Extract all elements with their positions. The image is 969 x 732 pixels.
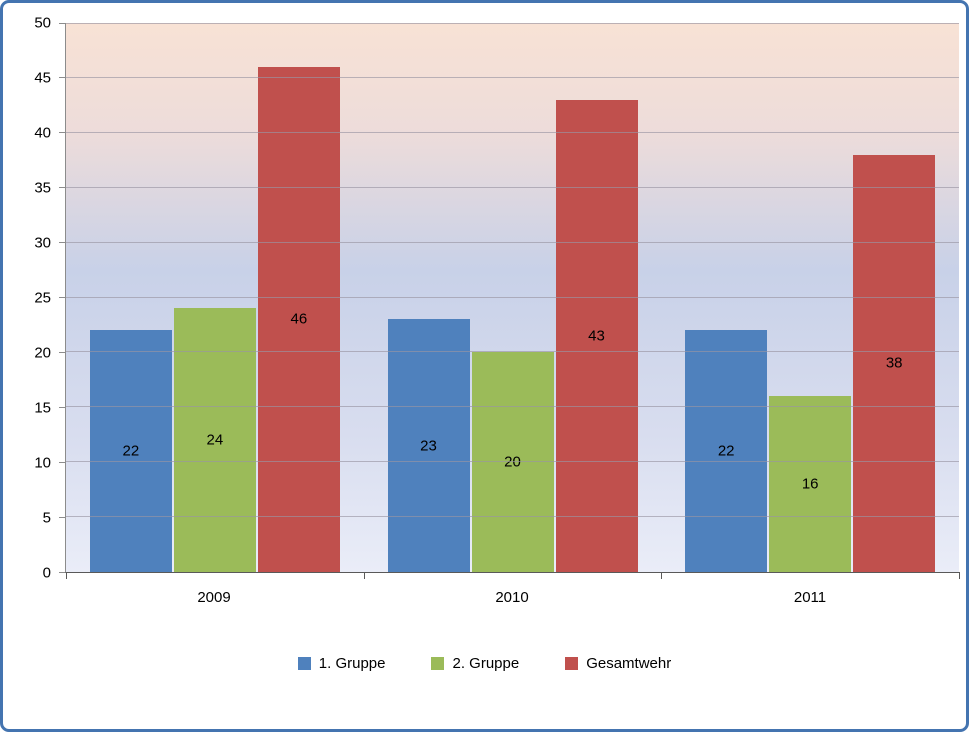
y-tick-mark (59, 132, 65, 133)
gridline (66, 23, 959, 24)
bar-data-label: 24 (206, 431, 224, 449)
legend-item-gesamtwehr: Gesamtwehr (565, 655, 671, 672)
gridline (66, 76, 959, 78)
bar-data-label: 16 (801, 475, 819, 493)
y-tick-label-45: 45 (34, 69, 51, 87)
y-tick-label-25: 25 (34, 289, 51, 307)
y-tick-mark (59, 352, 65, 353)
legend-label: 1. Gruppe (318, 655, 386, 672)
legend-label: Gesamtwehr (586, 655, 672, 672)
bar-data-label: 22 (122, 442, 140, 460)
bar-data-label: 43 (588, 327, 605, 345)
x-tick-mark (66, 572, 67, 579)
x-tick-mark (661, 572, 663, 579)
x-category-label-2010: 2010 (495, 589, 529, 606)
legend-swatch-icon (565, 657, 579, 670)
y-tick-mark (59, 77, 65, 78)
x-tick-mark (959, 572, 960, 579)
y-tick-mark (59, 572, 65, 573)
bar-group-2010: 23 20 43 (364, 23, 662, 572)
legend-swatch-icon (297, 657, 311, 670)
y-tick-label-50: 50 (34, 14, 51, 32)
gridline (66, 351, 959, 353)
gridline (66, 131, 959, 133)
x-category-label-2011: 2011 (793, 589, 827, 606)
bar-groups: 22 24 46 23 20 43 22 16 38 (66, 23, 959, 572)
bar-data-label: 46 (290, 310, 308, 328)
legend: 1. Gruppe 2. Gruppe Gesamtwehr (3, 655, 966, 672)
y-tick-label-40: 40 (34, 124, 51, 142)
y-tick-mark (59, 187, 65, 188)
bar-1-gruppe-2009: 22 (89, 330, 172, 572)
legend-item-1-gruppe: 1. Gruppe (297, 655, 386, 672)
plot-area: 22 24 46 23 20 43 22 16 38 (65, 23, 960, 579)
y-tick-label-20: 20 (34, 344, 51, 362)
bar-data-label: 20 (504, 453, 521, 471)
bar-2-gruppe-2009: 24 (173, 308, 256, 572)
bar-1-gruppe-2011: 22 (685, 330, 768, 572)
bar-data-label: 38 (885, 354, 903, 372)
y-axis: 0 5 10 15 20 25 30 35 40 45 50 (3, 16, 65, 581)
bar-gesamtwehr-2010: 43 (555, 99, 638, 572)
y-tick-label-30: 30 (34, 234, 51, 252)
bar-data-label: 22 (717, 442, 735, 460)
y-tick-label-10: 10 (34, 454, 51, 472)
bar-group-2011: 22 16 38 (661, 23, 959, 572)
bar-gesamtwehr-2011: 38 (853, 154, 936, 572)
x-tick-mark (363, 572, 365, 579)
y-tick-mark (59, 462, 65, 463)
y-tick-mark (59, 517, 65, 518)
y-tick-mark (59, 23, 65, 24)
gridline (66, 241, 959, 243)
x-category-label-2009: 2009 (197, 589, 231, 606)
y-tick-label-35: 35 (34, 179, 51, 197)
bar-2-gruppe-2010: 20 (471, 352, 554, 572)
legend-label: 2. Gruppe (452, 655, 520, 672)
bar-data-label: 23 (420, 437, 437, 455)
bar-gesamtwehr-2009: 46 (257, 66, 340, 572)
y-tick-mark (59, 407, 65, 408)
gridline (66, 296, 959, 298)
bar-2-gruppe-2011: 16 (769, 396, 852, 572)
gridline (66, 406, 959, 408)
y-tick-mark (59, 297, 65, 298)
gridline (66, 461, 959, 463)
legend-item-2-gruppe: 2. Gruppe (431, 655, 519, 672)
y-tick-label-5: 5 (42, 509, 51, 527)
gridline (66, 516, 959, 518)
bar-group-2009: 22 24 46 (66, 23, 364, 572)
legend-swatch-icon (431, 657, 445, 670)
gridline (66, 186, 959, 188)
x-axis: 2009 2010 2011 (65, 581, 959, 606)
bar-1-gruppe-2010: 23 (387, 319, 470, 572)
y-tick-mark (59, 242, 65, 243)
y-tick-label-15: 15 (34, 399, 51, 417)
y-tick-label-0: 0 (42, 564, 51, 582)
